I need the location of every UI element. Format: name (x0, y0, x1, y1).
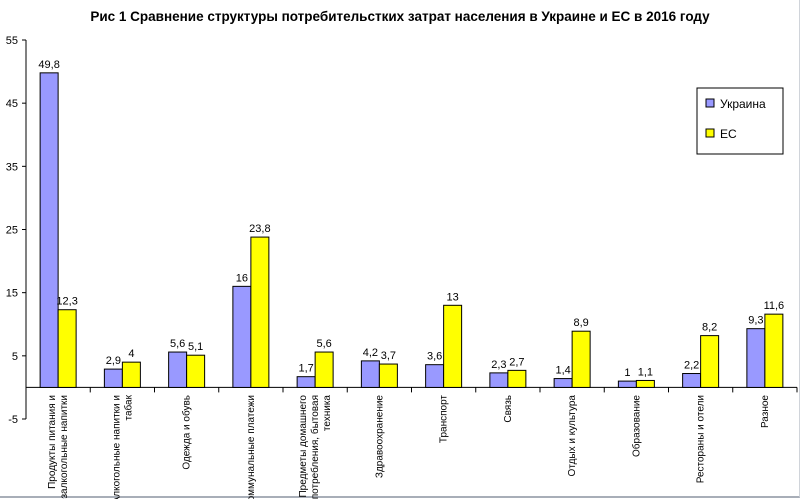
x-category-label-line: Отдых и культура (567, 395, 578, 477)
x-category-label: Продукты питания ибезалкогольные напитки (47, 395, 70, 499)
x-category-label-line: безалкогольные напитки (58, 395, 70, 499)
x-category-label: Связь (503, 395, 514, 423)
x-category-label: Одежда и обувь (181, 395, 193, 470)
data-label: 4,2 (363, 347, 378, 359)
x-category-label-line: Алкогольные напитки и (111, 395, 122, 499)
bar-eu (635, 379, 655, 388)
data-label: 4 (128, 348, 134, 360)
y-tick-label: 35 (6, 161, 18, 173)
bar-ukraine (296, 376, 316, 388)
bar-eu (250, 236, 270, 388)
bar-eu (314, 351, 334, 388)
data-label: 2,9 (106, 355, 121, 367)
bar-ukraine (617, 380, 637, 388)
data-label: 1,7 (298, 363, 313, 375)
bar-eu (764, 313, 784, 388)
data-label: 16 (236, 272, 248, 284)
data-label: 23,8 (249, 223, 270, 235)
x-category-label: Разное (760, 395, 771, 428)
x-category-label: Предметы домашнегопотребления, бытоваяте… (298, 395, 333, 499)
bar-ukraine (682, 373, 702, 388)
x-category-label-line: Разное (760, 395, 771, 428)
legend-swatch (705, 128, 715, 138)
bar-ukraine (746, 328, 766, 388)
x-category-label-line: Транспорт (439, 395, 450, 444)
x-category-label: Отдых и культура (567, 395, 578, 477)
bar-eu (121, 361, 141, 388)
x-category-label-line: табак (122, 394, 134, 420)
chart-title: Рис 1 Сравнение структуры потребительстк… (90, 9, 710, 24)
data-label: 5,1 (188, 341, 203, 353)
data-label: 9,3 (748, 315, 763, 327)
y-tick-label: 5 (12, 351, 18, 363)
legend-label: Украина (720, 97, 766, 111)
data-label: 5,6 (170, 338, 185, 350)
x-category-label-line: Предметы домашнего (298, 395, 309, 498)
bar-ukraine (360, 360, 380, 388)
data-label: 8,9 (573, 317, 588, 329)
bar-eu (443, 304, 463, 388)
bar-ukraine (553, 378, 573, 388)
y-tick-label: -5 (8, 414, 18, 426)
data-label: 1 (624, 367, 630, 379)
data-label: 12,3 (56, 296, 77, 308)
data-label: 13 (447, 291, 459, 303)
bar-ukraine (232, 285, 252, 388)
x-category-label-line: Одежда и обувь (181, 395, 193, 470)
x-category-label: Алкогольные напитки итабак (111, 394, 134, 499)
bar-eu (507, 369, 527, 388)
x-category-label: Рестораны и отели (696, 395, 707, 483)
x-category-label-line: потребления, бытовая (309, 395, 321, 499)
data-label: 5,6 (316, 338, 331, 350)
x-category-label-line: Связь (503, 395, 514, 423)
legend-swatch (705, 98, 715, 108)
data-label: 2,7 (509, 356, 524, 368)
bar-ukraine (425, 364, 445, 388)
data-label: 1,1 (638, 366, 653, 378)
legend-label: ЕС (720, 127, 737, 141)
bar-ukraine (489, 372, 509, 388)
x-category-label: Коммунальные платежи (246, 395, 257, 499)
y-tick-label: 55 (6, 35, 18, 47)
data-label: 49,8 (38, 59, 59, 71)
bar-eu (186, 354, 206, 388)
bar-eu (57, 309, 77, 388)
data-label: 11,6 (764, 300, 785, 312)
x-category-label-line: Рестораны и отели (696, 395, 707, 483)
bar-eu (700, 335, 720, 388)
x-category-label-line: техника (322, 395, 333, 432)
x-category-label: Транспорт (439, 395, 450, 444)
y-tick-label: 15 (6, 288, 18, 300)
y-tick-label: 25 (6, 225, 18, 237)
x-category-label: Образование (630, 395, 642, 457)
bar-ukraine (103, 368, 123, 388)
bar-eu (378, 363, 398, 388)
bar-ukraine (39, 72, 59, 388)
data-label: 1,4 (555, 365, 570, 377)
y-tick-label: 45 (6, 98, 18, 110)
data-label: 2,3 (491, 359, 506, 371)
bar-eu (571, 330, 591, 388)
data-label: 2,2 (684, 360, 699, 372)
x-category-label: Здравоохранение (374, 395, 385, 479)
data-label: 3,6 (427, 351, 442, 363)
x-category-label-line: Здравоохранение (374, 395, 385, 479)
x-category-label-line: Продукты питания и (47, 395, 58, 489)
x-category-label-line: Коммунальные платежи (246, 395, 257, 499)
data-label: 3,7 (381, 350, 396, 362)
x-category-label-line: Образование (630, 395, 642, 457)
data-label: 8,2 (702, 322, 717, 334)
bar-ukraine (168, 351, 188, 388)
